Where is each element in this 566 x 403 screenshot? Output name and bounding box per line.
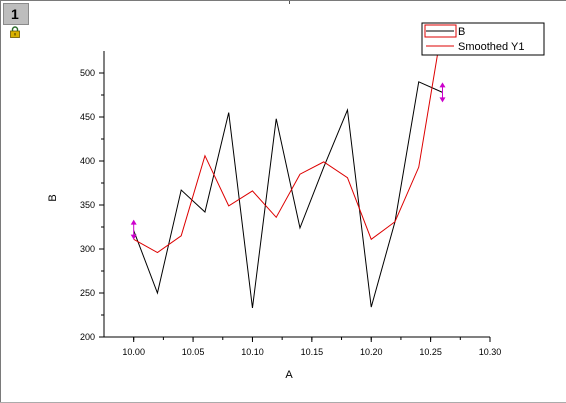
y-tick-label: 200 (80, 332, 95, 342)
y-tick-label: 500 (80, 68, 95, 78)
y-tick-label: 400 (80, 156, 95, 166)
series-group (133, 24, 443, 309)
legend-items: B Smoothed Y1 (424, 24, 524, 53)
cursor-arrow-up (130, 219, 137, 225)
x-axis-ticks: 10.00 10.05 10.10 10.15 10.20 10.25 10.30 (122, 337, 501, 357)
legend-box (421, 22, 545, 56)
x-tick-label: 10.20 (360, 347, 383, 357)
x-axis-title: A (285, 369, 293, 381)
y-tick-label: 350 (80, 200, 95, 210)
lock-icon (10, 26, 20, 38)
legend-label-smoothed-y1: Smoothed Y1 (458, 41, 524, 53)
cursor-arrow-down (130, 234, 137, 240)
cursor-arrow-up (439, 82, 446, 88)
legend-label-b: B (458, 26, 465, 38)
legend[interactable]: B Smoothed Y1 (421, 22, 545, 56)
data-cursors[interactable] (130, 82, 446, 240)
x-tick-label: 10.10 (241, 347, 264, 357)
y-tick-label: 450 (80, 112, 95, 122)
series-line-b (133, 81, 443, 309)
y-axis-ticks: 200 250 300 350 400 450 500 (80, 68, 104, 342)
page-tab[interactable]: 1 (3, 3, 29, 25)
y-tick-label: 300 (80, 244, 95, 254)
series-line-smoothed-y1 (133, 24, 443, 254)
x-tick-label: 10.15 (301, 347, 324, 357)
cursor-arrow-down (439, 97, 446, 103)
top-divider (289, 1, 290, 4)
x-tick-label: 10.25 (419, 347, 442, 357)
x-tick-label: 10.05 (182, 347, 205, 357)
y-tick-label: 250 (80, 288, 95, 298)
x-tick-label: 10.00 (122, 347, 145, 357)
y-axis-title: B (47, 194, 59, 201)
legend-selection-frame (424, 24, 457, 38)
x-tick-label: 10.30 (479, 347, 502, 357)
